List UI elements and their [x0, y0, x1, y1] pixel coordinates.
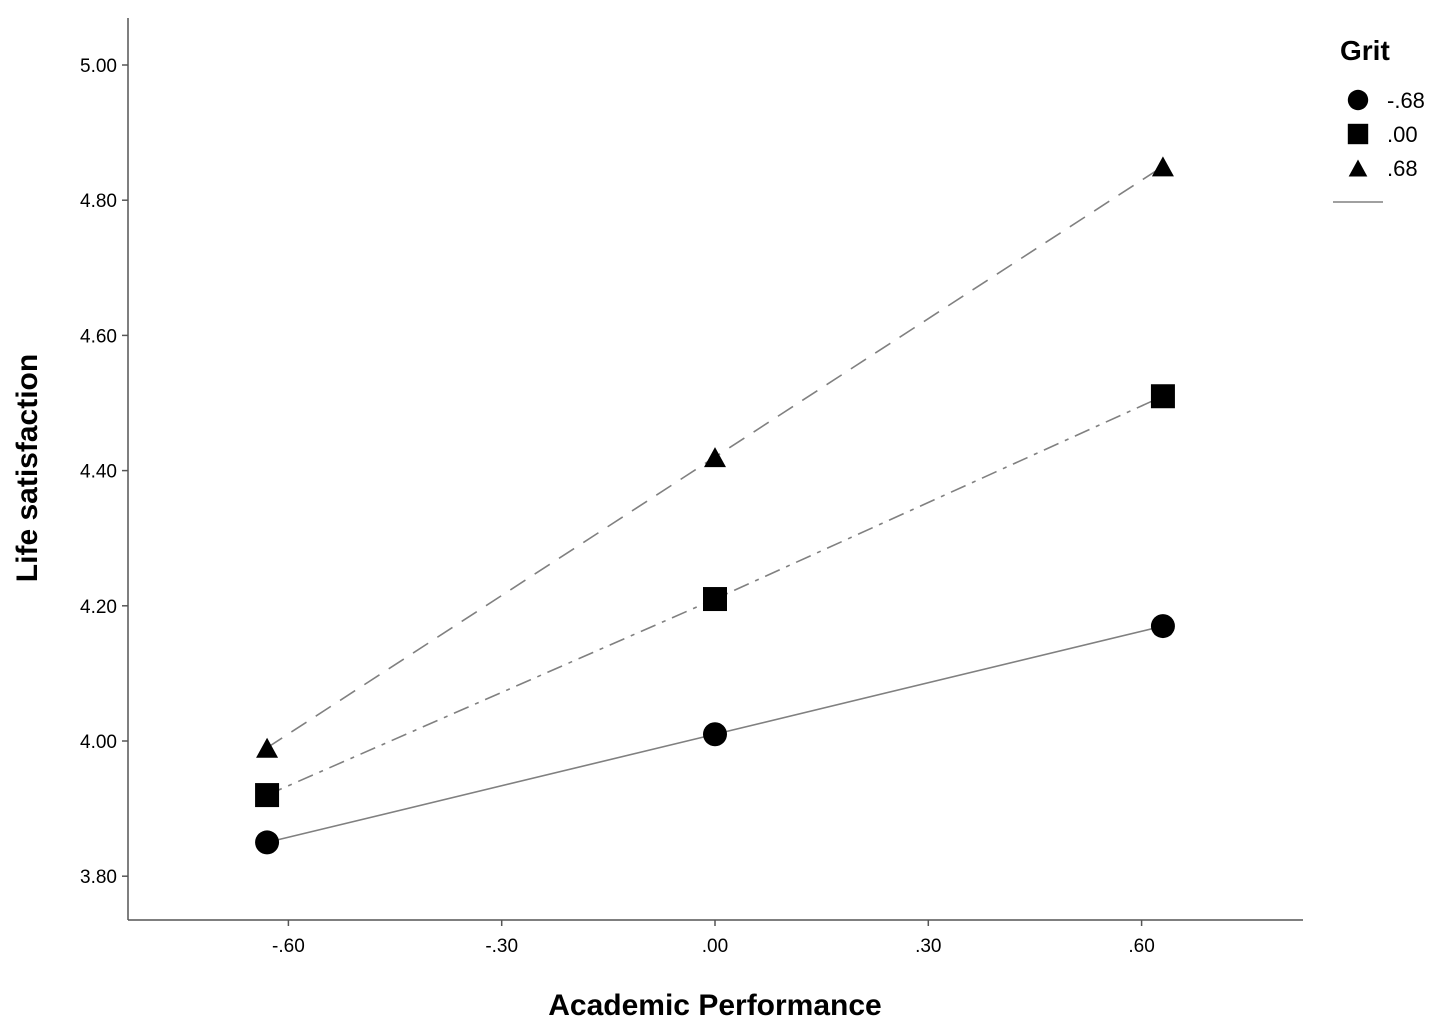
x-axis-title: Academic Performance [548, 989, 882, 1022]
legend-marker-triangle [1348, 159, 1368, 177]
y-axis-title: Life satisfaction [11, 354, 44, 582]
data-point-circle [1150, 614, 1175, 639]
plot-area: 3.80 4.00 4.20 4.40 4.60 4.80 5.00 -.60 -.30 .00… [80, 18, 1303, 957]
y-tick-label: 4.00 [80, 732, 117, 753]
data-point-circle [255, 830, 280, 855]
legend-title: Grit [1340, 35, 1390, 66]
legend-label: .68 [1387, 156, 1418, 181]
x-tick-label: .00 [702, 936, 728, 957]
x-tick-label: .60 [1128, 936, 1154, 957]
x-tick-label: .30 [915, 936, 941, 957]
data-point-square [1150, 384, 1175, 409]
data-point-triangle [704, 447, 726, 468]
legend-items: -.68 .00 .68 [1347, 88, 1425, 181]
y-tick-label: 4.80 [80, 191, 117, 212]
y-tick-label: 5.00 [80, 56, 117, 77]
y-axis-ticks: 3.80 4.00 4.20 4.40 4.60 4.80 5.00 [80, 56, 128, 888]
data-point-triangle [256, 737, 279, 758]
legend-label: -.68 [1387, 88, 1425, 113]
y-tick-label: 4.40 [80, 462, 117, 483]
y-tick-label: 3.80 [80, 867, 117, 888]
data-point-triangle [1151, 156, 1174, 177]
data-point-square [703, 587, 727, 612]
y-tick-label: 4.60 [80, 326, 117, 347]
legend-marker-circle [1347, 89, 1369, 111]
data-point-square [255, 783, 280, 808]
y-tick-label: 4.20 [80, 597, 117, 618]
legend: Grit -.68 .00 .68 [1333, 35, 1425, 203]
x-tick-label: -.30 [485, 936, 518, 957]
series-markers [255, 156, 1175, 855]
x-tick-label: -.60 [272, 936, 305, 957]
legend-marker-square [1347, 123, 1369, 145]
x-axis-ticks: -.60 -.30 .00 .30 .60 [272, 920, 1155, 957]
data-point-circle [703, 722, 727, 747]
legend-label: .00 [1387, 122, 1418, 147]
